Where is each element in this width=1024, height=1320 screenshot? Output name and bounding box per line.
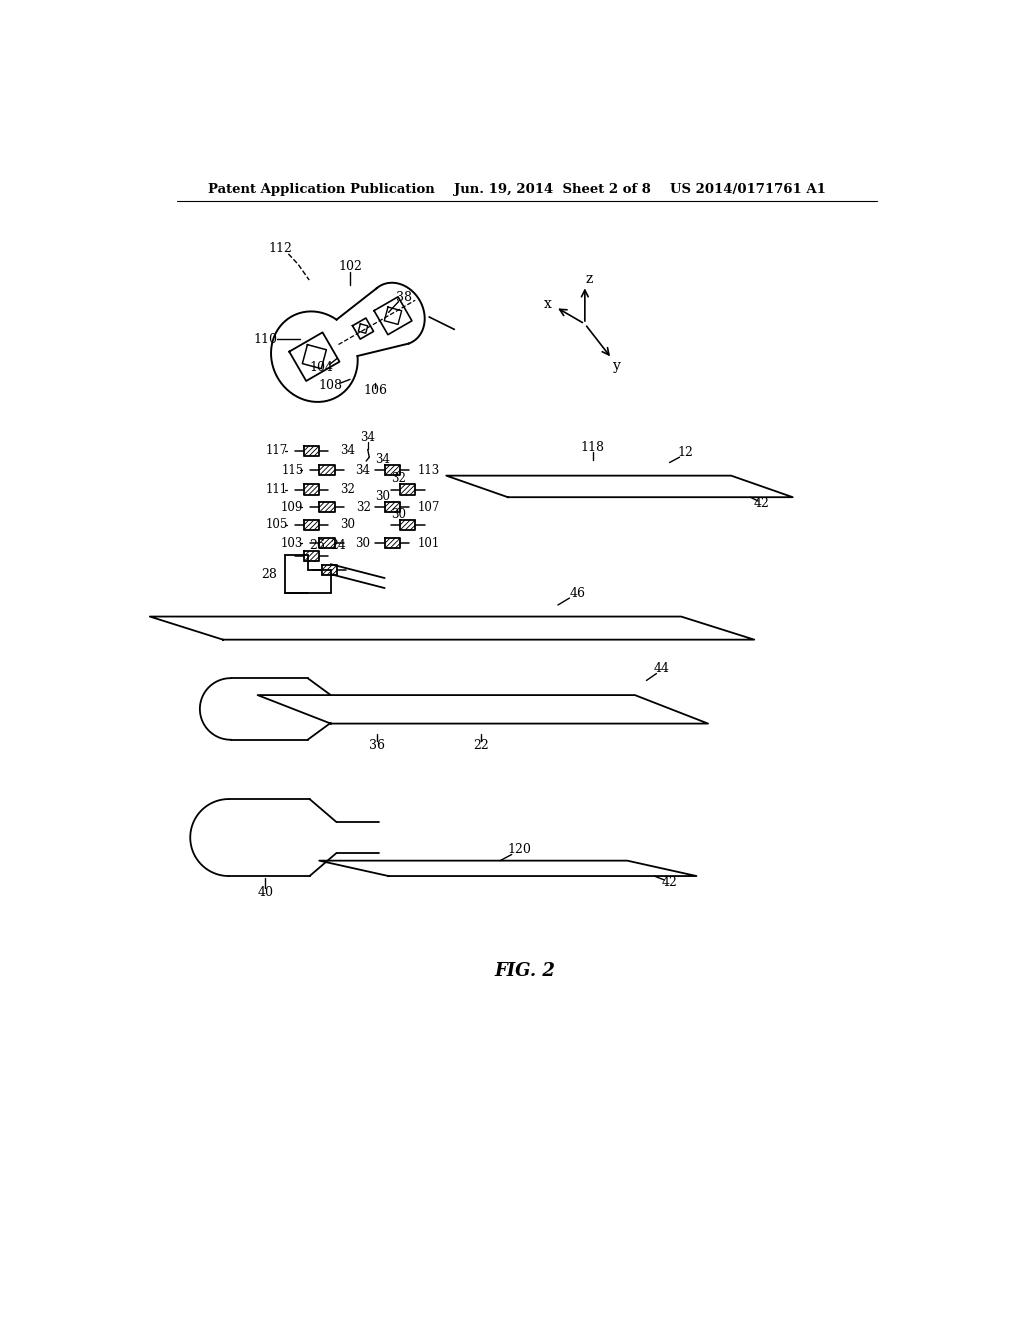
- Text: 32: 32: [391, 473, 406, 486]
- Text: 103: 103: [281, 537, 303, 550]
- Text: 109: 109: [281, 500, 303, 513]
- Text: 110: 110: [253, 333, 278, 346]
- Text: 102: 102: [338, 260, 361, 273]
- Text: 30: 30: [376, 490, 390, 503]
- Text: 104: 104: [309, 362, 334, 375]
- Text: 105: 105: [265, 519, 288, 532]
- Text: US 2014/0171761 A1: US 2014/0171761 A1: [670, 182, 825, 195]
- Text: 120: 120: [508, 843, 531, 857]
- Text: 118: 118: [581, 441, 604, 454]
- Text: 12: 12: [677, 446, 693, 459]
- Text: x: x: [544, 297, 552, 312]
- Text: 112: 112: [268, 242, 293, 255]
- Text: 117: 117: [266, 445, 288, 458]
- Text: z: z: [585, 272, 592, 286]
- Text: 106: 106: [364, 384, 387, 397]
- Text: 42: 42: [662, 875, 678, 888]
- Text: 30: 30: [355, 537, 371, 550]
- Text: 107: 107: [418, 500, 439, 513]
- Text: 22: 22: [473, 739, 488, 751]
- Text: 34: 34: [360, 430, 375, 444]
- Text: Jun. 19, 2014  Sheet 2 of 8: Jun. 19, 2014 Sheet 2 of 8: [454, 182, 651, 195]
- Text: 28: 28: [261, 568, 278, 581]
- Text: 32: 32: [340, 483, 355, 496]
- Text: 34: 34: [355, 463, 371, 477]
- Text: 26: 26: [309, 539, 325, 552]
- Text: FIG. 2: FIG. 2: [495, 962, 555, 979]
- Text: 34: 34: [376, 453, 390, 466]
- Text: 24: 24: [331, 539, 346, 552]
- Text: 30: 30: [340, 519, 355, 532]
- Text: 36: 36: [369, 739, 385, 751]
- Text: 42: 42: [754, 496, 770, 510]
- Text: 38: 38: [396, 290, 412, 304]
- Text: 44: 44: [654, 663, 670, 676]
- Text: Patent Application Publication: Patent Application Publication: [208, 182, 434, 195]
- Text: 101: 101: [418, 537, 439, 550]
- Text: 115: 115: [282, 463, 303, 477]
- Text: 108: 108: [318, 379, 343, 392]
- Text: 30: 30: [391, 508, 407, 520]
- Text: 40: 40: [257, 887, 273, 899]
- Text: y: y: [613, 359, 622, 374]
- Text: 46: 46: [569, 587, 585, 601]
- Text: 34: 34: [340, 445, 355, 458]
- Text: 32: 32: [355, 500, 371, 513]
- Text: 113: 113: [418, 463, 439, 477]
- Text: 111: 111: [266, 483, 288, 496]
